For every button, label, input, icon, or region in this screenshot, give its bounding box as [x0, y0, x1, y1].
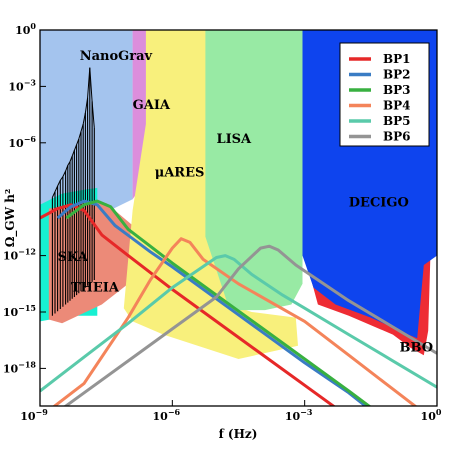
legend-label-bp2: BP2: [383, 68, 411, 82]
y-axis-label: Ω_GW h²: [3, 189, 18, 248]
region-label-bbo: BBO: [400, 340, 434, 355]
legend-label-bp3: BP3: [383, 83, 411, 97]
region-label-nanograv: NanoGrav: [80, 49, 153, 64]
legend-label-bp4: BP4: [383, 99, 411, 113]
y-tick-label: 10−3: [8, 77, 36, 93]
legend-label-bp5: BP5: [383, 114, 411, 128]
curve-bp2: [56, 199, 368, 406]
curve-bp5: [40, 254, 437, 393]
y-tick-label: 10−18: [3, 359, 37, 375]
x-tick-label: 100: [421, 407, 442, 423]
x-axis-label: f (Hz): [219, 427, 258, 441]
region-lisa: [205, 30, 303, 311]
region-label-ska: SKA: [58, 250, 89, 265]
curve-bp3: [65, 199, 372, 406]
plot-frame: [39, 29, 438, 407]
region-label-theia: THEIA: [71, 280, 120, 295]
y-tick-label: 100: [15, 21, 36, 37]
region-label-gaia: GAIA: [133, 98, 171, 113]
x-tick-label: 10−3: [285, 407, 313, 423]
y-tick-label: 10−15: [3, 303, 36, 319]
nanograv-envelope: [51, 67, 95, 198]
bp-curves: [40, 199, 437, 406]
axis-ticks: 10−9 10−6 10−3 100 100 10−3 10−6 10−12 10−15 10−1…: [3, 21, 442, 423]
legend-label-bp6: BP6: [383, 130, 411, 144]
curve-bp1: [40, 203, 336, 406]
legend-label-bp1: BP1: [383, 52, 411, 66]
region-label-lisa: LISA: [216, 132, 252, 147]
y-tick-label: 10−6: [8, 134, 36, 150]
y-tick-label: 10−12: [3, 247, 36, 263]
x-tick-label: 10−9: [20, 407, 48, 423]
nanograv-spikes: [51, 67, 95, 316]
curve-bp6: [63, 244, 437, 406]
region-label-decigo: DECIGO: [349, 196, 409, 211]
region-labels: NanoGrav GAIA SKA THEIA μARES LISA BBO DECIGO: [58, 49, 433, 355]
x-tick-label: 10−6: [153, 407, 181, 423]
region-label-ares: μARES: [155, 166, 205, 181]
curve-bp4: [52, 237, 418, 406]
